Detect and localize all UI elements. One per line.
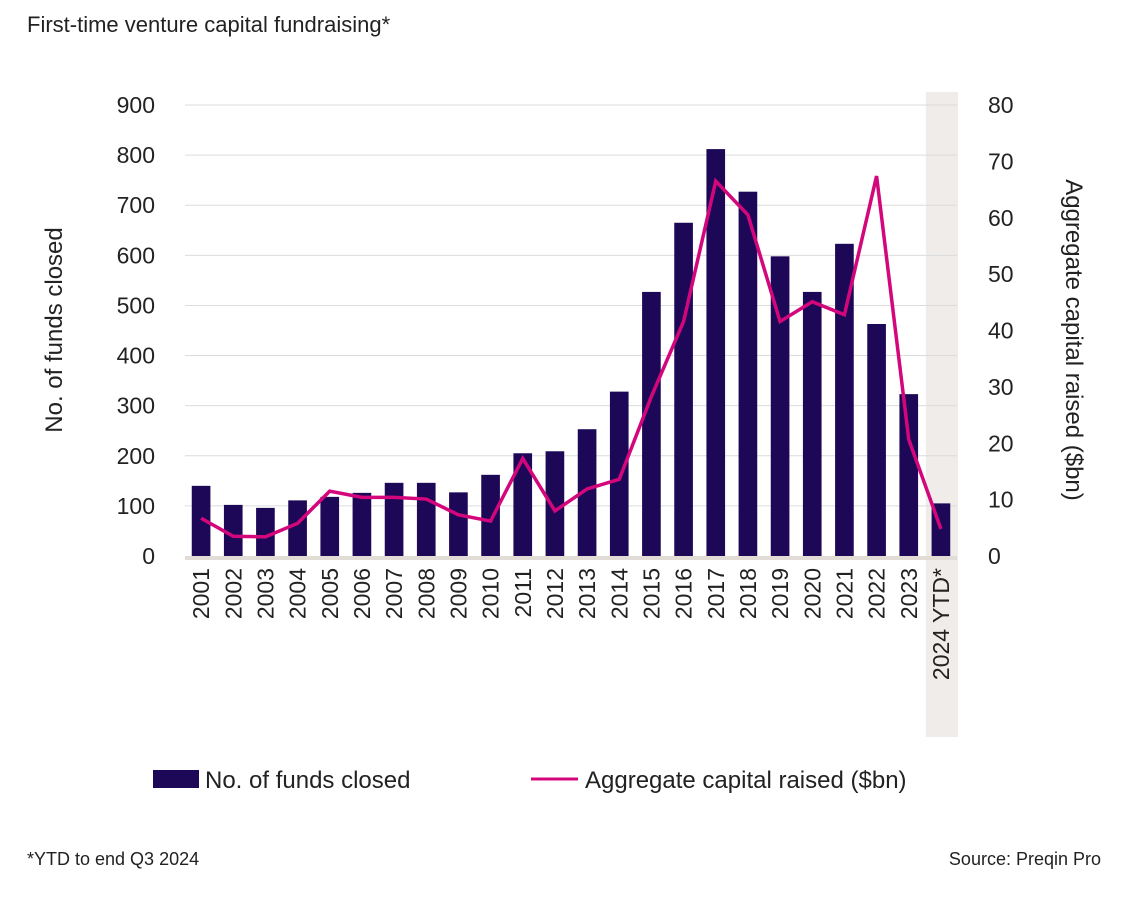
- bar-2008: [416, 482, 436, 556]
- bar-2013: [577, 429, 597, 556]
- bar-2015: [642, 291, 661, 556]
- x-tick-label: 2001: [188, 568, 214, 619]
- y2-tick-label: 20: [988, 430, 1014, 456]
- bar-2002: [223, 504, 243, 556]
- bar-2012: [545, 451, 565, 556]
- y-tick-label: 300: [117, 393, 155, 419]
- bar-2004: [288, 500, 307, 556]
- x-tick-label: 2024 YTD*: [928, 568, 954, 680]
- bar-2001: [191, 485, 211, 556]
- source: Source: Preqin Pro: [949, 849, 1101, 869]
- x-tick-label: 2022: [864, 568, 890, 619]
- x-tick-label: 2008: [413, 568, 439, 619]
- legend-line-label: Aggregate capital raised ($bn): [585, 767, 907, 794]
- x-tick-label: 2010: [478, 568, 504, 619]
- bar-2011: [513, 453, 533, 556]
- x-tick-label: 2007: [381, 568, 407, 619]
- footnote: *YTD to end Q3 2024: [27, 849, 199, 869]
- y-tick-label: 900: [117, 92, 155, 118]
- bar-2010: [481, 474, 500, 556]
- x-tick-label: 2009: [445, 568, 471, 619]
- y-tick-label: 100: [117, 493, 155, 519]
- x-tick-label: 2014: [606, 568, 632, 619]
- y-tick-label: 600: [117, 242, 155, 268]
- legend: No. of funds closed Aggregate capital ra…: [153, 767, 907, 794]
- bar-2019: [770, 256, 790, 556]
- x-tick-label: 2015: [638, 568, 664, 619]
- x-axis-line: [185, 556, 957, 560]
- y-tick-label: 700: [117, 192, 155, 218]
- y-tick-label: 800: [117, 142, 155, 168]
- bar-2005: [320, 496, 340, 556]
- x-tick-label: 2012: [542, 568, 568, 619]
- x-tick-label: 2011: [510, 568, 536, 617]
- bar-2022: [867, 323, 886, 556]
- y2-axis-label: Aggregate capital raised ($bn): [1060, 179, 1087, 501]
- y2-tick-label: 40: [988, 318, 1014, 344]
- bar-2020: [802, 291, 822, 556]
- x-tick-label: 2019: [767, 568, 793, 619]
- y2-tick-label: 80: [988, 92, 1014, 118]
- x-tick-label: 2018: [735, 568, 761, 619]
- capital-line: [200, 175, 943, 539]
- bar-2006: [352, 492, 372, 556]
- y2-tick-label: 50: [988, 261, 1014, 287]
- x-tick-label: 2020: [799, 568, 825, 619]
- bar-2018: [738, 191, 758, 557]
- bar-2007: [384, 482, 404, 556]
- bar-2014: [609, 391, 629, 556]
- highlight-band: [925, 92, 958, 737]
- x-tick-label: 2004: [285, 568, 311, 619]
- bar-2023: [899, 394, 919, 556]
- y2-tick-label: 30: [988, 374, 1014, 400]
- y2-tick-label: 10: [988, 487, 1014, 513]
- y-axis-label: No. of funds closed: [41, 227, 68, 432]
- legend-bar-swatch: [153, 770, 199, 788]
- bar-2009: [449, 492, 468, 556]
- y2-tick-label: 70: [988, 148, 1014, 174]
- x-tick-label: 2005: [317, 568, 343, 619]
- y-tick-label: 500: [117, 292, 155, 318]
- x-tick-label: 2023: [896, 568, 922, 619]
- bar-2003: [256, 507, 275, 556]
- legend-bar-label: No. of funds closed: [205, 767, 410, 794]
- x-tick-label: 2003: [252, 568, 278, 619]
- y-tick-label: 400: [117, 343, 155, 369]
- y-tick-label: 0: [142, 543, 155, 569]
- x-tick-label: 2006: [349, 568, 375, 619]
- x-tick-label: 2016: [671, 568, 697, 619]
- x-tick-label: 2013: [574, 568, 600, 619]
- y2-tick-label: 60: [988, 205, 1014, 231]
- y-tick-label: 200: [117, 443, 155, 469]
- bar-2021: [835, 243, 854, 556]
- bar-2017: [706, 149, 726, 556]
- x-tick-label: 2017: [703, 568, 729, 619]
- x-tick-label: 2002: [220, 568, 246, 619]
- chart-title: First-time venture capital fundraising*: [27, 12, 391, 37]
- x-tick-label: 2021: [831, 568, 857, 619]
- bar-2016: [674, 222, 693, 556]
- y2-tick-label: 0: [988, 543, 1001, 569]
